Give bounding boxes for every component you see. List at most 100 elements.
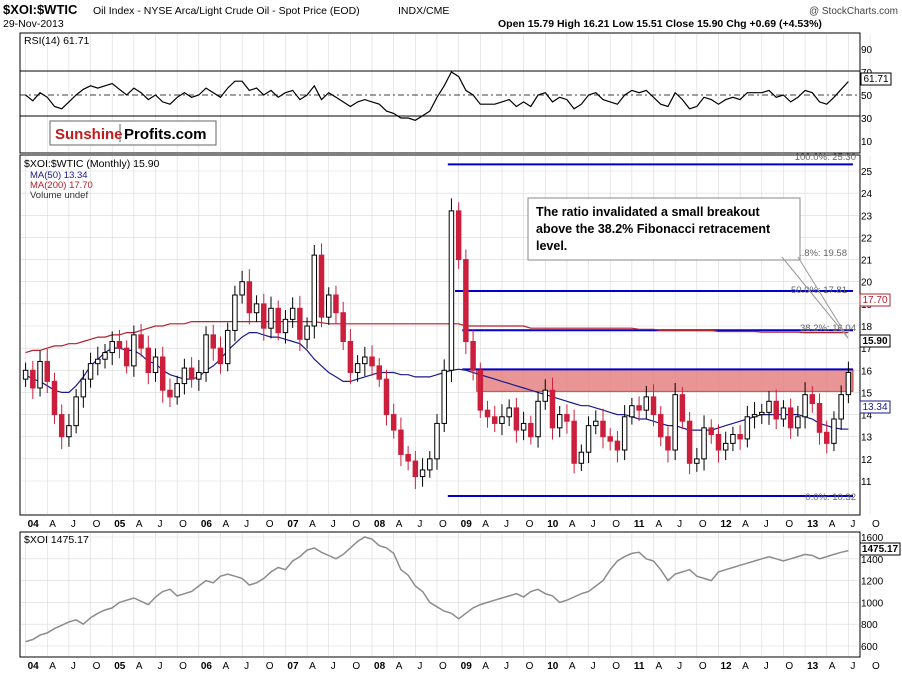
candle-body	[658, 414, 664, 438]
x-tick-label: O	[439, 519, 447, 530]
candlestick	[95, 346, 101, 376]
ohlc-readout: Open 15.79 High 16.21 Low 15.51 Close 15…	[498, 18, 822, 30]
candle-body	[528, 422, 534, 438]
candle-body	[405, 453, 411, 462]
x-tick-label: O	[872, 519, 880, 530]
candlestick	[37, 350, 43, 397]
x-tick-label: O	[699, 661, 707, 672]
rsi-label: RSI(14) 61.71	[24, 35, 90, 47]
candle-body	[217, 347, 224, 365]
xoi-tick-label: 1600	[861, 533, 884, 544]
x-tick-label: 05	[114, 661, 126, 672]
candlestick	[73, 389, 79, 434]
candlestick	[730, 426, 736, 452]
candlestick	[701, 415, 707, 471]
candlestick	[780, 400, 787, 427]
candle-body	[593, 420, 599, 427]
candle-body	[224, 329, 231, 365]
ma50-tag	[859, 400, 891, 414]
candlestick	[167, 378, 173, 407]
ma200-tag	[859, 293, 891, 307]
candlestick	[650, 384, 657, 427]
candlestick	[398, 417, 404, 467]
candle-body	[730, 434, 736, 444]
candlestick	[58, 404, 65, 450]
candle-body	[816, 403, 823, 433]
x-tick-label: J	[244, 519, 249, 530]
fib-label-382: 38.2%: 16.04	[800, 323, 856, 334]
candle-body	[80, 378, 87, 398]
candlestick	[593, 410, 599, 435]
candle-body	[708, 427, 714, 436]
candlestick	[232, 285, 238, 342]
xoi-label: $XOI 1475.17	[24, 534, 89, 546]
candlestick	[412, 450, 419, 490]
candlestick	[145, 335, 152, 385]
x-tick-label: 11	[634, 519, 645, 530]
rsi-tick-label: 30	[861, 114, 873, 125]
candle-body	[715, 434, 722, 451]
candle-body	[102, 352, 108, 360]
price-tick-label: 17	[861, 344, 873, 355]
x-tick-label: A	[222, 519, 229, 530]
x-tick-label: A	[829, 519, 836, 530]
rsi-tick-label: 90	[861, 45, 873, 56]
xoi-ticks: 1600 1400 1200 1000 800 600	[861, 533, 884, 653]
candle-body	[549, 389, 556, 429]
candlestick	[787, 398, 794, 439]
candlestick	[636, 396, 642, 422]
price-tick-label: 12	[861, 455, 873, 466]
candle-body	[845, 372, 852, 396]
x-tick-label: J	[677, 519, 682, 530]
candle-body	[824, 431, 830, 444]
x-tick-label: J	[417, 661, 422, 672]
x-tick-label: J	[71, 519, 76, 530]
copyright: @ StockCharts.com	[809, 6, 898, 17]
chart-symbol: $XOI:$WTIC	[3, 2, 78, 17]
price-tick-label: 16	[861, 366, 873, 377]
x-tick-label: J	[71, 661, 76, 672]
chart-date: 29-Nov-2013	[3, 18, 64, 30]
resistance-zone	[476, 368, 854, 392]
x-tick-label: J	[158, 519, 163, 530]
candlestick	[239, 270, 245, 304]
candle-body	[831, 418, 837, 444]
candle-body	[694, 458, 700, 464]
candle-body	[123, 347, 130, 367]
candle-body	[30, 369, 36, 389]
candle-body	[58, 414, 65, 438]
candle-body	[347, 341, 354, 373]
candlestick	[556, 406, 563, 438]
candlestick	[304, 317, 310, 349]
candlestick	[282, 310, 289, 344]
candlestick	[217, 336, 224, 374]
candlestick	[181, 358, 188, 395]
x-tick-label: A	[309, 661, 316, 672]
xoi-tick-label: 1000	[861, 598, 884, 609]
candlestick	[499, 404, 505, 436]
x-tick-label: A	[136, 519, 143, 530]
candlestick	[116, 329, 123, 359]
candle-body	[383, 378, 390, 416]
candlestick	[658, 406, 664, 447]
candlestick	[715, 424, 722, 463]
x-tick-label: A	[742, 519, 749, 530]
xoi-tick-label: 600	[861, 642, 878, 653]
price-tick-label: 14	[861, 411, 873, 422]
candlestick	[434, 414, 440, 470]
x-tick-label: J	[331, 661, 336, 672]
candle-body	[679, 394, 686, 422]
price-tick-label: 18	[861, 322, 873, 333]
x-tick-label: J	[850, 519, 855, 530]
x-axis-middle: 04 A J O 05 A J O 06 A J O 07 A J O 08 A J O 09 A J O 10 A J O 11 A J O…	[28, 519, 880, 530]
candlestick	[369, 345, 375, 376]
candle-body	[311, 254, 318, 327]
x-tick-label: 04	[28, 661, 40, 672]
candle-body	[484, 409, 491, 418]
candle-body	[318, 254, 325, 318]
candle-body	[261, 303, 267, 329]
candle-body	[838, 394, 844, 420]
candle-body	[556, 414, 563, 429]
chart-description: Oil Index - NYSE Arca/Light Crude Oil - …	[93, 5, 360, 17]
